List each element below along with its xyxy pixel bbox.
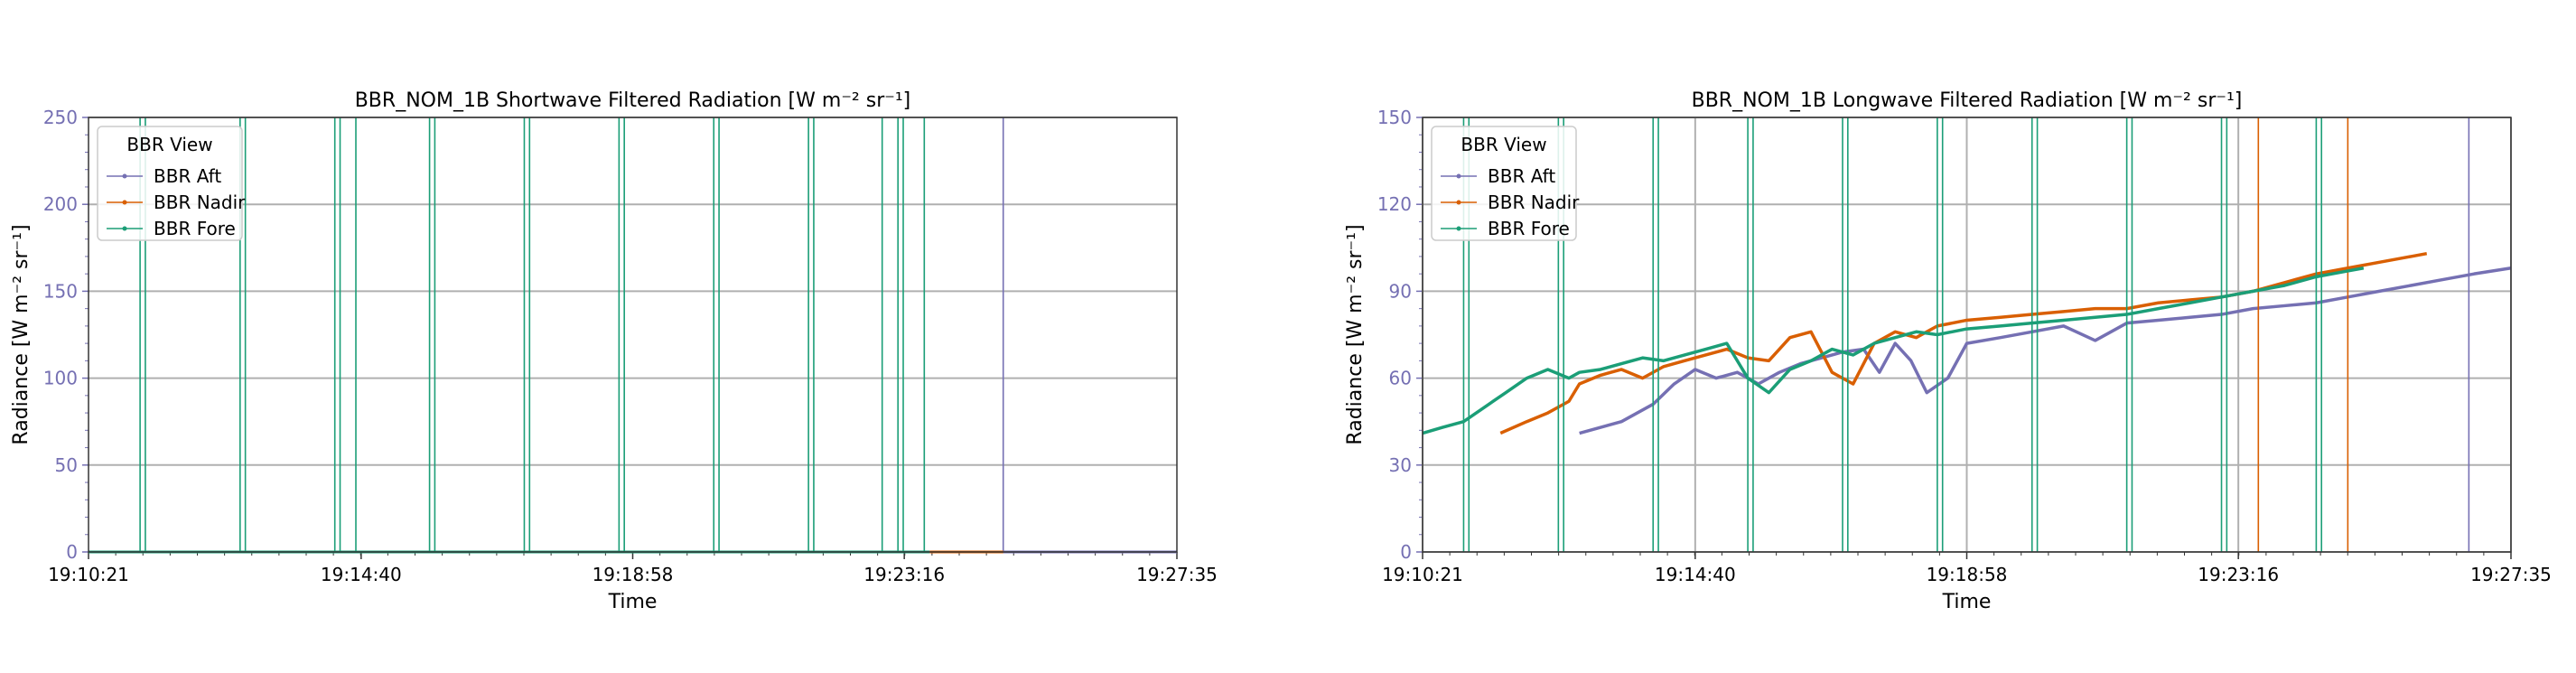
legend-box	[97, 126, 243, 241]
legend: BBR View BBR Aft BBR Nadir BBR Fore	[1431, 126, 1580, 241]
chart-panel-2: 0 30 60 90 120 150 19:10:21 19:14:40 19:18:58 19:…	[1344, 89, 2552, 613]
chart-panel-1: 0 50 100 150 200 250 19:10:21 19:14:40 19:18:58 1…	[10, 89, 1218, 613]
plot-frame	[1422, 117, 2512, 553]
y-tick-label: 150	[43, 280, 78, 302]
legend-marker	[1456, 226, 1461, 231]
series-line	[1422, 266, 2365, 435]
legend-box	[1431, 126, 1577, 241]
y-axis-label: Radiance [W m⁻² sr⁻¹]	[10, 224, 33, 444]
y-tick-label: 120	[1377, 193, 1412, 215]
legend-label: BBR Aft	[154, 165, 221, 187]
legend-marker	[122, 226, 127, 231]
y-tick-label: 60	[1389, 368, 1412, 389]
x-tick-label: 19:18:58	[1927, 564, 2008, 585]
y-tick-label: 0	[66, 541, 78, 563]
legend-marker	[122, 200, 127, 205]
x-tick-label: 19:10:21	[1382, 564, 1463, 585]
legend-marker	[1456, 173, 1461, 179]
y-tick-label: 250	[43, 107, 78, 128]
legend-marker	[122, 173, 127, 179]
y-tick-label: 50	[55, 454, 78, 476]
y-tick-label: 0	[1400, 541, 1412, 563]
x-tick-label: 19:10:21	[48, 564, 129, 585]
x-tick-label: 19:23:16	[863, 564, 945, 585]
series-bbr-aft	[1579, 117, 2512, 552]
y-tick-label: 30	[1389, 454, 1412, 476]
x-axis-label: Time	[608, 591, 658, 613]
x-tick-label: 19:27:35	[1136, 564, 1218, 585]
y-tick-label: 150	[1377, 107, 1412, 128]
legend-title: BBR View	[1461, 134, 1546, 155]
x-tick-label: 19:14:40	[321, 564, 402, 585]
plot-frame	[88, 117, 1178, 553]
legend: BBR View BBR Aft BBR Nadir BBR Fore	[97, 126, 246, 241]
legend-label: BBR Fore	[154, 218, 236, 239]
legend-label: BBR Nadir	[1488, 192, 1580, 213]
x-axis-label: Time	[1942, 591, 1992, 613]
legend-label: BBR Nadir	[154, 192, 246, 213]
y-tick-label: 90	[1389, 280, 1412, 302]
series-bbr-fore	[1422, 117, 2365, 552]
series-line	[1499, 251, 2428, 435]
chart-title: BBR_NOM_1B Shortwave Filtered Radiation …	[355, 89, 911, 112]
x-tick-label: 19:27:35	[2470, 564, 2552, 585]
y-tick-label: 200	[43, 193, 78, 215]
series-bbr-aft	[993, 117, 1177, 554]
series-bbr-nadir	[1499, 117, 2428, 552]
y-axis-label: Radiance [W m⁻² sr⁻¹]	[1344, 224, 1367, 444]
x-tick-label: 19:18:58	[593, 564, 674, 585]
x-tick-label: 19:23:16	[2198, 564, 2279, 585]
legend-marker	[1456, 200, 1461, 205]
legend-title: BBR View	[126, 134, 212, 155]
x-tick-label: 19:14:40	[1655, 564, 1736, 585]
legend-label: BBR Fore	[1488, 218, 1570, 239]
chart-title: BBR_NOM_1B Longwave Filtered Radiation […	[1692, 89, 2243, 112]
y-tick-label: 100	[43, 368, 78, 389]
legend-label: BBR Aft	[1488, 165, 1555, 187]
